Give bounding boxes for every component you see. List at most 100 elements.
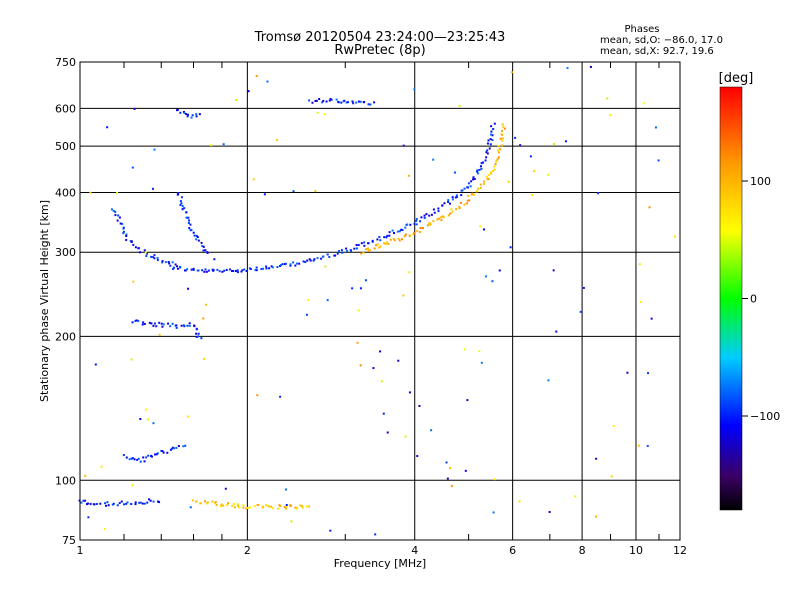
echo-point (190, 228, 193, 231)
echo-point (459, 201, 462, 204)
echo-point (161, 261, 164, 264)
echo-point (248, 267, 251, 270)
echo-point (195, 234, 198, 237)
echo-point (201, 244, 204, 247)
echo-point (492, 169, 495, 172)
noise-point (498, 269, 501, 272)
noise-point (548, 510, 551, 513)
echo-point (185, 113, 188, 116)
echo-point (500, 129, 503, 132)
echo-point (309, 259, 312, 262)
echo-point (218, 270, 221, 273)
noise-point (529, 155, 532, 158)
noise-point (445, 461, 448, 464)
echo-point (171, 261, 174, 264)
echo-point (198, 113, 201, 116)
echo-point (334, 254, 337, 257)
echo-point (311, 101, 314, 104)
echo-point (471, 178, 474, 181)
echo-point (176, 265, 179, 268)
echo-point (86, 502, 89, 505)
echo-point (254, 269, 257, 272)
noise-point (356, 341, 359, 344)
echo-point (179, 111, 182, 114)
noise-point (305, 313, 308, 316)
echo-point (215, 503, 218, 506)
noise-point (402, 144, 405, 147)
noise-point (555, 330, 558, 333)
echo-point (485, 176, 488, 179)
echo-point (182, 324, 185, 327)
echo-point (498, 145, 501, 148)
echo-point (497, 156, 500, 159)
echo-point (195, 327, 198, 330)
echo-point (246, 506, 249, 509)
noise-point (144, 251, 147, 254)
echo-point (184, 444, 187, 447)
echo-point (404, 233, 407, 236)
echo-point (204, 268, 207, 271)
echo-point (104, 502, 107, 505)
trace-group (360, 123, 506, 255)
echo-point (419, 227, 422, 230)
echo-point (161, 450, 164, 453)
echo-point (300, 504, 303, 507)
echo-point (477, 187, 480, 190)
trace-group (191, 499, 311, 510)
noise-point (106, 126, 109, 129)
noise-point (610, 475, 613, 478)
noise-point (654, 126, 657, 129)
noise-point (552, 269, 555, 272)
echo-point (340, 101, 343, 104)
echo-point (326, 253, 329, 256)
echo-point (202, 249, 205, 252)
echo-point (360, 252, 363, 255)
echo-point (493, 168, 496, 171)
noise-point (94, 363, 97, 366)
echo-point (166, 451, 169, 454)
echo-point (375, 244, 378, 247)
echo-point (501, 123, 504, 126)
echo-point (226, 503, 229, 506)
noise-point (306, 298, 309, 301)
echo-point (501, 133, 504, 136)
noise-point (152, 422, 155, 425)
echo-point (245, 507, 248, 510)
echo-point (463, 187, 466, 190)
echo-point (270, 265, 273, 268)
echo-point (132, 243, 135, 246)
echo-point (447, 199, 450, 202)
echo-point (489, 138, 492, 141)
echo-point (255, 266, 258, 269)
x-tick-label: 6 (509, 544, 516, 557)
echo-point (276, 266, 279, 269)
noise-point (279, 395, 282, 398)
echo-point (240, 270, 243, 273)
echo-point (125, 233, 128, 236)
echo-point (449, 212, 452, 215)
echo-point (480, 167, 483, 170)
echo-point (207, 269, 210, 272)
echo-point (359, 100, 362, 103)
echo-point (180, 196, 183, 199)
echo-point (367, 249, 370, 252)
echo-point (416, 229, 419, 232)
echo-point (493, 165, 496, 168)
echo-point (479, 165, 482, 168)
echo-point (470, 193, 473, 196)
echo-point (193, 324, 196, 327)
echo-point (502, 126, 505, 129)
echo-point (179, 204, 182, 207)
trace-group (122, 444, 187, 463)
echo-point (472, 176, 475, 179)
noise-point (453, 171, 456, 174)
echo-point (439, 216, 442, 219)
echo-point (130, 457, 133, 460)
echo-point (384, 242, 387, 245)
echo-point (292, 261, 295, 264)
echo-point (122, 226, 125, 229)
echo-point (158, 321, 161, 324)
noise-point (547, 379, 550, 382)
echo-point (404, 226, 407, 229)
echo-point (306, 259, 309, 262)
